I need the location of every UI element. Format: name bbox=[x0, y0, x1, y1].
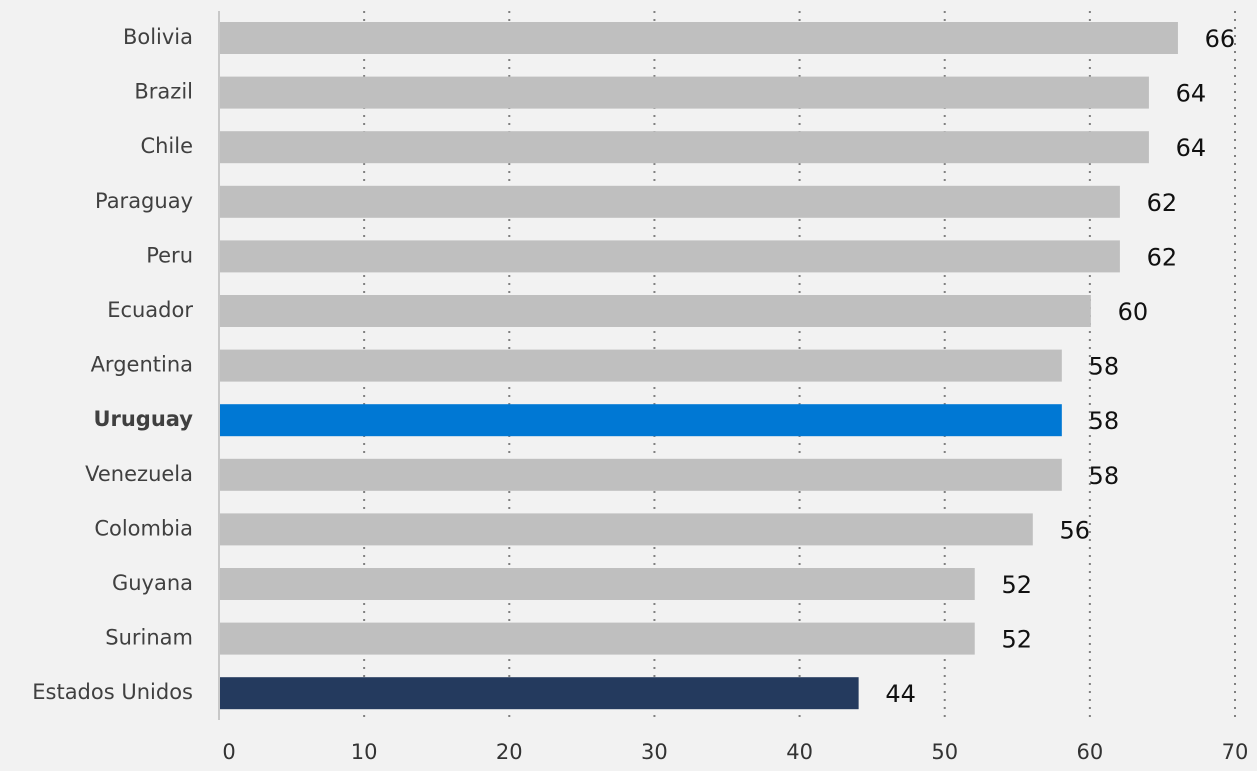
category-label: Venezuela bbox=[85, 462, 193, 486]
x-tick-label: 0 bbox=[222, 740, 235, 764]
bar bbox=[220, 131, 1149, 164]
category-label: Colombia bbox=[94, 516, 193, 540]
x-tick-label: 20 bbox=[496, 740, 523, 764]
category-label: Argentina bbox=[91, 353, 193, 377]
category-label: Surinam bbox=[105, 626, 193, 650]
bar bbox=[220, 458, 1062, 491]
category-label: Ecuador bbox=[107, 298, 193, 322]
category-label: Uruguay bbox=[93, 407, 193, 431]
category-label: Peru bbox=[146, 243, 193, 267]
bar bbox=[220, 513, 1033, 546]
category-label: Chile bbox=[140, 134, 193, 158]
bar bbox=[220, 185, 1120, 218]
bar bbox=[220, 677, 859, 710]
bar bbox=[220, 404, 1062, 437]
value-label: 64 bbox=[1176, 134, 1207, 162]
value-label: 66 bbox=[1205, 25, 1236, 53]
bar bbox=[220, 622, 975, 655]
value-label: 44 bbox=[885, 680, 916, 708]
value-label: 58 bbox=[1089, 353, 1120, 381]
x-tick-label: 30 bbox=[641, 740, 668, 764]
value-label: 64 bbox=[1176, 80, 1207, 108]
category-label: Guyana bbox=[112, 571, 193, 595]
x-tick-label: 50 bbox=[931, 740, 958, 764]
value-label: 52 bbox=[1001, 571, 1032, 599]
value-label: 58 bbox=[1089, 407, 1120, 435]
category-label: Brazil bbox=[134, 80, 193, 104]
bar bbox=[220, 240, 1120, 273]
bar bbox=[220, 568, 975, 600]
category-label: Paraguay bbox=[95, 189, 193, 213]
x-tick-label: 70 bbox=[1222, 740, 1249, 764]
value-label: 58 bbox=[1089, 462, 1120, 490]
bar bbox=[220, 349, 1062, 382]
x-tick-label: 40 bbox=[786, 740, 813, 764]
value-label: 62 bbox=[1147, 189, 1178, 217]
x-tick-label: 60 bbox=[1076, 740, 1103, 764]
value-label: 60 bbox=[1118, 298, 1149, 326]
value-label: 52 bbox=[1001, 626, 1032, 654]
x-tick-label: 10 bbox=[351, 740, 378, 764]
value-label: 56 bbox=[1060, 516, 1091, 544]
bar bbox=[220, 76, 1149, 109]
bar bbox=[220, 22, 1178, 54]
bar bbox=[220, 295, 1091, 327]
value-label: 62 bbox=[1147, 243, 1178, 271]
category-label: Estados Unidos bbox=[32, 680, 193, 704]
category-label: Bolivia bbox=[123, 25, 193, 49]
